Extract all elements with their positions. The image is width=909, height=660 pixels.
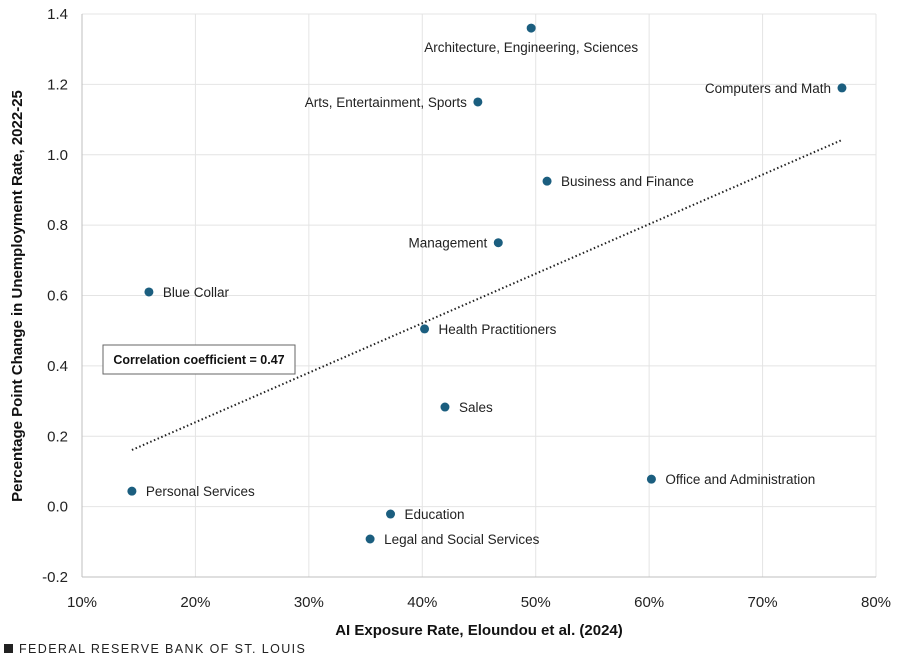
point-label: Architecture, Engineering, Sciences	[424, 40, 638, 55]
data-point: Computers and Math	[705, 81, 847, 96]
point-label: Business and Finance	[561, 174, 694, 189]
data-point: Health Practitioners	[420, 322, 557, 337]
point-marker	[473, 97, 483, 107]
scatter-chart: -0.2 0.0 0.2 0.4 0.6 0.8 1.0 1.2 1.4 10% 20% 30% 40%…	[9, 6, 891, 639]
point-marker	[420, 324, 430, 334]
y-tick-label: 0.6	[47, 288, 68, 305]
data-point: Arts, Entertainment, Sports	[305, 95, 483, 110]
data-point: Management	[408, 236, 503, 251]
y-tick-label: 1.0	[47, 147, 68, 164]
y-tick-label: -0.2	[42, 569, 68, 586]
point-label: Health Practitioners	[439, 322, 557, 337]
point-marker	[493, 238, 503, 248]
trendline	[131, 139, 843, 451]
data-point: Personal Services	[127, 484, 255, 499]
footer-text: FEDERAL RESERVE BANK OF ST. LOUIS	[19, 642, 307, 656]
x-tick-label: 20%	[180, 594, 210, 611]
data-point: Sales	[440, 400, 493, 415]
correlation-text: Correlation coefficient = 0.47	[113, 353, 284, 367]
point-label: Personal Services	[146, 484, 255, 499]
point-label: Blue Collar	[163, 285, 230, 300]
footer-source: FEDERAL RESERVE BANK OF ST. LOUIS	[4, 642, 306, 656]
point-marker	[837, 83, 847, 93]
point-label: Management	[408, 236, 487, 251]
data-point: Architecture, Engineering, Sciences	[424, 23, 638, 55]
x-tick-label: 30%	[294, 594, 324, 611]
x-tick-label: 10%	[67, 594, 97, 611]
x-tick-label: 60%	[634, 594, 664, 611]
y-tick-label: 0.2	[47, 428, 68, 445]
data-point: Business and Finance	[542, 174, 694, 189]
y-tick-label: 0.8	[47, 217, 68, 234]
point-label: Office and Administration	[665, 472, 815, 487]
point-marker	[646, 474, 656, 484]
point-marker	[440, 402, 450, 412]
y-axis-title: Percentage Point Change in Unemployment …	[9, 90, 26, 502]
data-point: Education	[386, 507, 465, 522]
y-tick-label: 0.0	[47, 499, 68, 516]
x-tick-label: 40%	[407, 594, 437, 611]
point-label: Computers and Math	[705, 81, 831, 96]
point-marker	[127, 486, 137, 496]
data-point: Legal and Social Services	[365, 532, 540, 547]
x-tick-label: 70%	[748, 594, 778, 611]
y-tick-label: 1.4	[47, 6, 68, 23]
logo-square-icon	[4, 644, 13, 653]
correlation-annotation: Correlation coefficient = 0.47	[102, 344, 296, 375]
point-label: Arts, Entertainment, Sports	[305, 95, 467, 110]
y-tick-label: 0.4	[47, 358, 68, 375]
point-label: Legal and Social Services	[384, 532, 540, 547]
point-marker	[144, 287, 154, 297]
x-tick-label: 50%	[521, 594, 551, 611]
data-point: Office and Administration	[646, 472, 815, 487]
data-point: Blue Collar	[144, 285, 229, 300]
point-marker	[526, 23, 536, 33]
x-axis-title: AI Exposure Rate, Eloundou et al. (2024)	[335, 622, 623, 639]
point-marker	[542, 176, 552, 186]
point-marker	[365, 534, 375, 544]
point-label: Sales	[459, 400, 493, 415]
point-label: Education	[405, 507, 465, 522]
point-marker	[386, 509, 396, 519]
y-tick-label: 1.2	[47, 76, 68, 93]
x-tick-label: 80%	[861, 594, 891, 611]
